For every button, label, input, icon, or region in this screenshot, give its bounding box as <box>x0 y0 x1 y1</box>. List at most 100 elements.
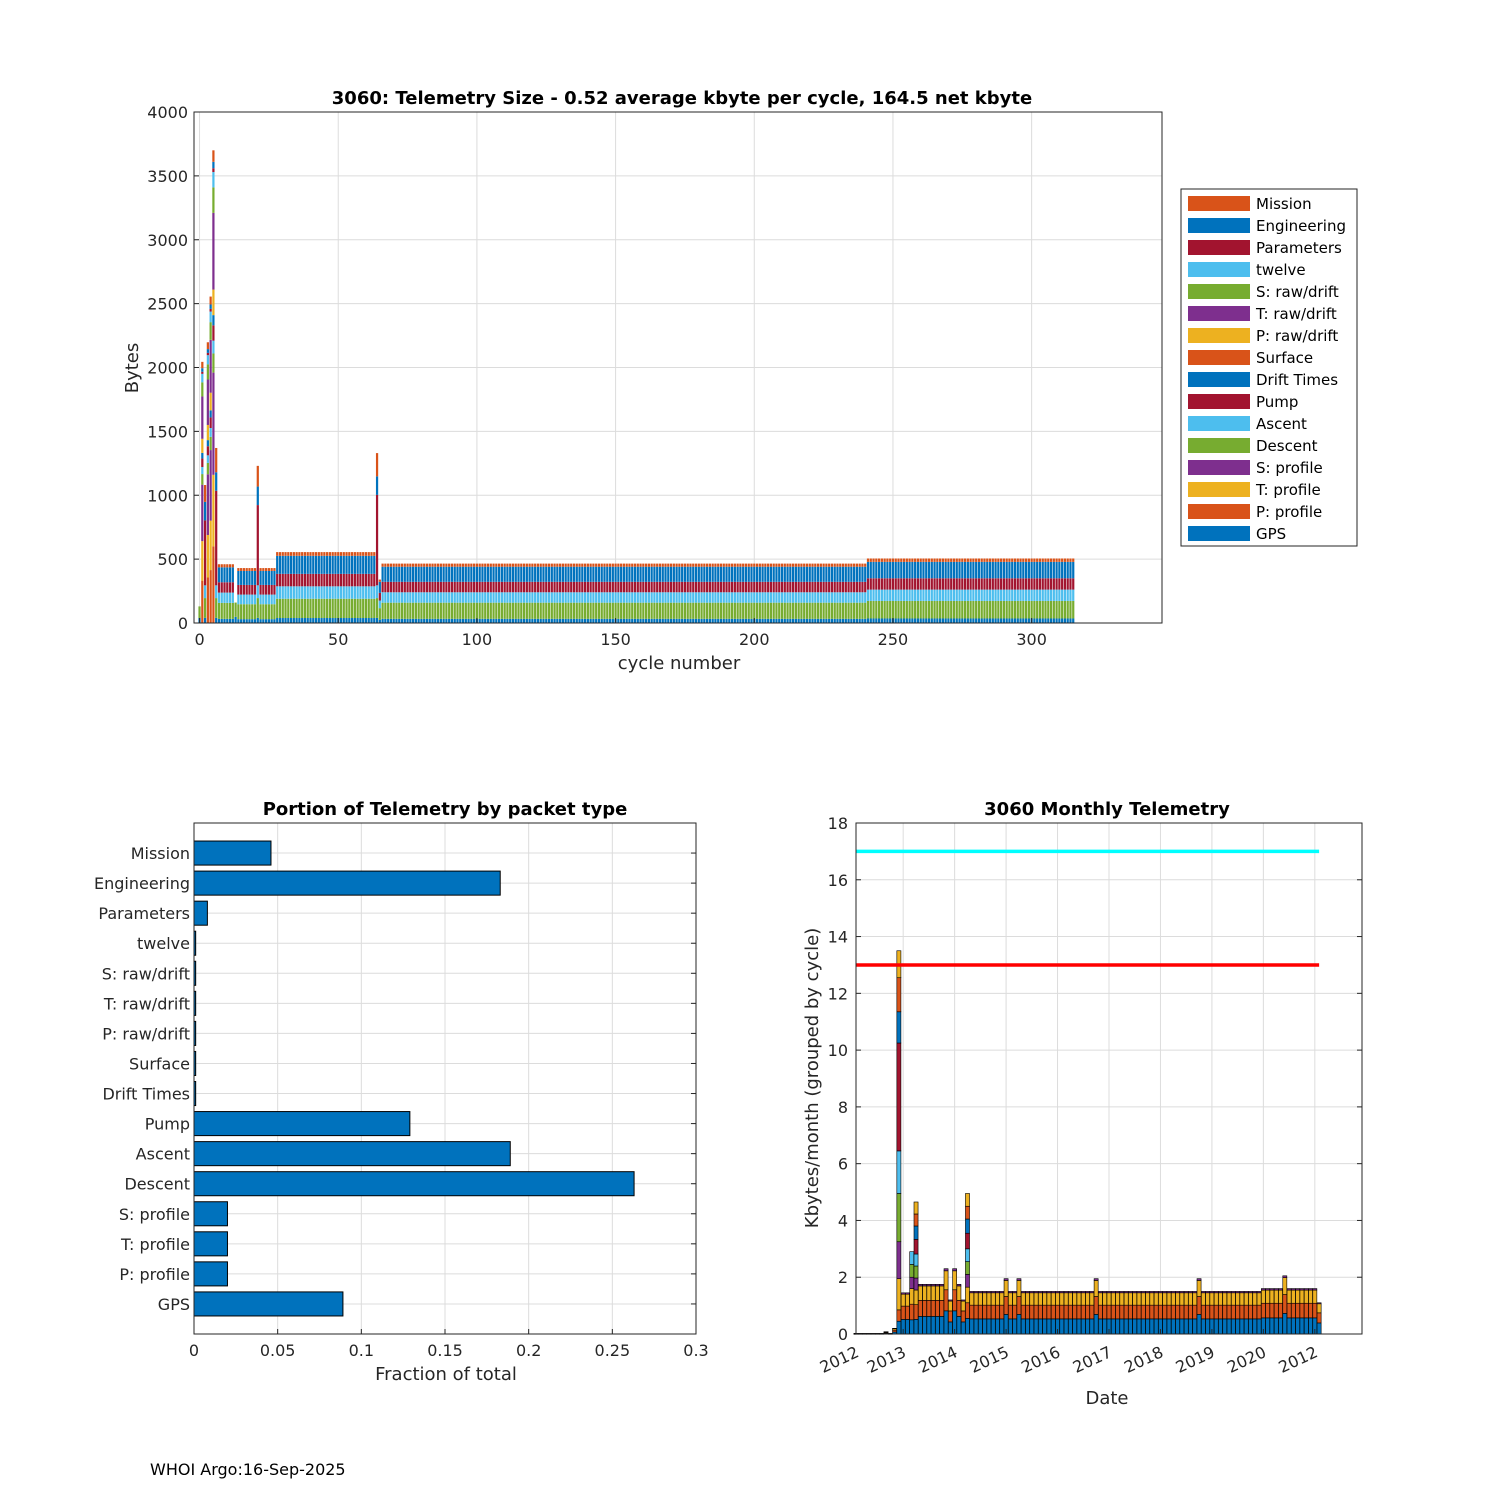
bar-segment <box>730 592 734 603</box>
bar-segment <box>206 379 209 425</box>
bar-segment <box>689 581 692 593</box>
bar-segment <box>647 618 650 623</box>
bar-segment <box>703 563 706 567</box>
bar-segment <box>614 566 617 582</box>
bar-segment <box>289 552 293 556</box>
monthly-bar-segment <box>930 1300 936 1317</box>
bar-segment <box>911 600 914 619</box>
bar-segment <box>1011 578 1014 590</box>
bar-segment <box>808 581 811 593</box>
bar-segment <box>284 573 287 587</box>
monthly-bar-segment <box>1166 1318 1172 1335</box>
bar-segment <box>1063 589 1067 601</box>
bar-segment <box>209 322 212 340</box>
bar-segment <box>209 436 212 451</box>
bar-segment <box>459 602 462 619</box>
bar-segment <box>608 566 612 582</box>
bar-segment <box>1066 558 1069 562</box>
bar-segment <box>273 570 276 585</box>
bar-segment <box>866 561 870 579</box>
bar-segment <box>478 618 481 623</box>
bar-segment <box>281 555 284 574</box>
bar-segment <box>986 600 989 619</box>
legend-label: S: raw/drift <box>1256 283 1339 301</box>
bar-segment <box>991 561 994 579</box>
bar-segment <box>445 581 448 593</box>
monthly-bar-segment <box>1308 1289 1313 1304</box>
bar-segment <box>215 472 218 491</box>
bar-segment <box>370 573 373 587</box>
bar-segment <box>644 602 648 619</box>
bar-segment <box>980 558 983 562</box>
legend-swatch <box>1188 218 1250 233</box>
bar-segment <box>869 558 872 562</box>
bar-segment <box>572 581 576 593</box>
bar-segment <box>941 600 944 619</box>
bar-segment <box>891 561 895 579</box>
bar-segment <box>470 581 473 593</box>
bar-segment <box>653 602 656 619</box>
legend-label: Surface <box>1256 349 1313 367</box>
monthly-bar-segment <box>956 1285 962 1301</box>
bar-segment <box>869 618 872 623</box>
monthly-bar-segment <box>1038 1304 1043 1320</box>
bar-segment <box>1005 558 1008 562</box>
bar-segment <box>270 619 273 623</box>
bar-segment <box>1038 561 1042 579</box>
bar-segment <box>791 618 795 623</box>
bar-segment <box>822 592 825 603</box>
bar-segment <box>797 618 800 623</box>
bar-segment <box>384 602 387 619</box>
bar-segment <box>392 566 395 582</box>
bar-segment <box>1002 589 1006 601</box>
bar-segment <box>439 581 442 593</box>
monthly-bar-segment <box>1316 1303 1322 1314</box>
bar-segment <box>259 604 262 620</box>
bar-segment <box>883 558 886 562</box>
bar-segment <box>753 602 756 619</box>
monthly-bar-segment <box>1291 1288 1296 1291</box>
bar-segment <box>481 602 484 619</box>
monthly-bar-segment <box>982 1291 987 1294</box>
bar-segment <box>595 581 598 593</box>
bar-segment <box>431 566 434 582</box>
bar-segment <box>403 563 406 567</box>
monthly-bar-segment <box>1110 1318 1116 1335</box>
bar-segment <box>206 342 209 350</box>
monthly-bar-segment <box>1106 1291 1112 1294</box>
bar-segment <box>1063 600 1067 619</box>
bar-segment <box>1016 618 1019 623</box>
bar-segment <box>400 618 404 623</box>
portion-bar <box>193 1201 228 1227</box>
bar-segment <box>789 602 792 619</box>
monthly-bar-segment <box>1085 1292 1090 1306</box>
bar-segment <box>919 561 922 579</box>
bar-segment <box>217 592 221 603</box>
monthly-bar-segment <box>1209 1304 1215 1320</box>
telemetry-size-ylabel: Bytes <box>122 343 143 394</box>
bar-segment <box>575 566 578 582</box>
bar-segment <box>905 561 908 579</box>
bar-segment <box>1013 578 1017 590</box>
bar-segment <box>559 581 562 593</box>
bar-segment <box>789 563 792 567</box>
bar-segment <box>866 618 870 623</box>
bar-segment <box>267 584 270 595</box>
bar-segment <box>364 618 368 623</box>
bar-segment <box>572 592 576 603</box>
bar-segment <box>1008 618 1011 623</box>
bar-segment <box>331 586 334 599</box>
bar-segment <box>866 558 870 562</box>
bar-segment <box>445 592 448 603</box>
bar-segment <box>891 600 895 619</box>
bar-segment <box>514 581 517 593</box>
bar-segment <box>406 602 409 619</box>
monthly-bar-segment <box>1196 1296 1202 1315</box>
bar-segment <box>564 581 567 593</box>
bar-segment <box>955 578 958 590</box>
bar-segment <box>839 618 842 623</box>
bar-segment <box>547 602 551 619</box>
monthly-bar-segment <box>1020 1304 1026 1320</box>
monthly-bar-segment <box>1012 1291 1017 1294</box>
bar-segment <box>298 618 301 623</box>
